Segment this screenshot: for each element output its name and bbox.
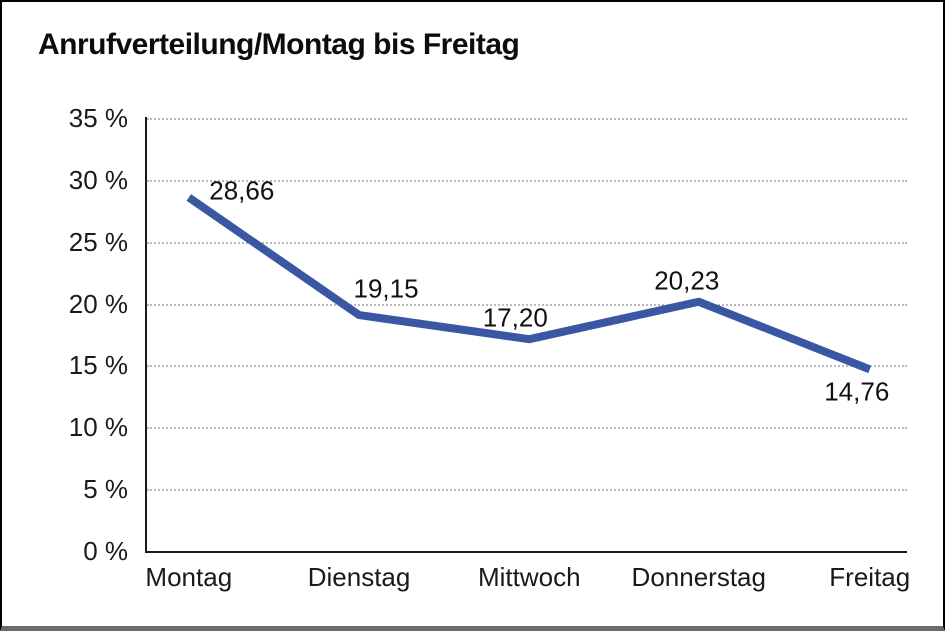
y-axis-tick-label: 30 % <box>68 164 128 195</box>
x-axis-label-montag: Montag <box>145 562 233 592</box>
gridline-25-percent <box>147 242 907 244</box>
y-axis-tick-label: 10 % <box>68 412 128 443</box>
data-label-montag: 28,66 <box>209 175 275 206</box>
gridline-35-percent <box>147 118 907 120</box>
gridline-30-percent <box>147 180 907 182</box>
data-label-donnerstag: 20,23 <box>654 265 720 296</box>
y-axis-tick-label: 35 % <box>68 103 128 133</box>
x-axis-label-mittwoch: Mittwoch <box>477 562 581 592</box>
x-axis-line <box>145 551 907 553</box>
x-axis-label-freitag: Freitag <box>829 562 911 592</box>
data-label-mittwoch: 17,20 <box>482 302 548 333</box>
y-axis-tick-label: 25 % <box>68 226 128 257</box>
y-axis-tick-label: 5 % <box>83 474 128 505</box>
x-axis-label-donnerstag: Donnerstag <box>631 562 766 592</box>
x-axis-label-dienstag: Dienstag <box>307 562 411 592</box>
y-axis-line <box>145 117 147 552</box>
y-axis-tick-label: 0 % <box>83 536 128 566</box>
gridline-5-percent <box>147 489 907 491</box>
chart-title: Anrufverteilung/Montag bis Freitag <box>38 28 520 61</box>
y-axis-tick-label: 20 % <box>68 288 128 319</box>
gridline-10-percent <box>147 427 907 429</box>
y-axis-tick-label: 15 % <box>68 350 128 381</box>
data-label-dienstag: 19,15 <box>353 273 419 304</box>
series-line <box>186 194 872 374</box>
data-label-freitag: 14,76 <box>824 376 890 407</box>
gridline-15-percent <box>147 365 907 367</box>
